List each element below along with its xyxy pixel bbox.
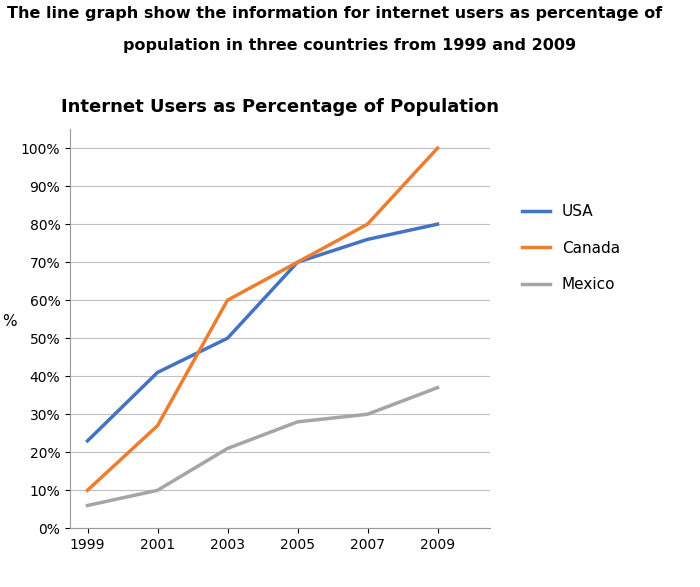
USA — [363, 236, 372, 243]
Mexico — [83, 502, 92, 509]
Mexico — [153, 487, 162, 494]
Mexico — [223, 445, 232, 452]
Canada — [153, 422, 162, 429]
Line: Mexico: Mexico — [88, 387, 438, 505]
Line: Canada: Canada — [88, 148, 438, 490]
Line: USA: USA — [88, 224, 438, 441]
Text: The line graph show the information for internet users as percentage of: The line graph show the information for … — [7, 6, 662, 21]
Text: population in three countries from 1999 and 2009: population in three countries from 1999 … — [123, 38, 577, 53]
USA — [223, 335, 232, 342]
Canada — [293, 259, 302, 266]
USA — [433, 221, 442, 228]
Mexico — [293, 419, 302, 426]
Legend: USA, Canada, Mexico: USA, Canada, Mexico — [514, 197, 628, 300]
USA — [293, 259, 302, 266]
Canada — [223, 296, 232, 303]
USA — [83, 437, 92, 444]
Mexico — [363, 411, 372, 418]
USA — [153, 369, 162, 376]
Canada — [433, 144, 442, 151]
Canada — [363, 221, 372, 228]
Title: Internet Users as Percentage of Population: Internet Users as Percentage of Populati… — [61, 99, 499, 116]
Mexico — [433, 384, 442, 391]
Y-axis label: %: % — [2, 313, 17, 329]
Canada — [83, 487, 92, 494]
